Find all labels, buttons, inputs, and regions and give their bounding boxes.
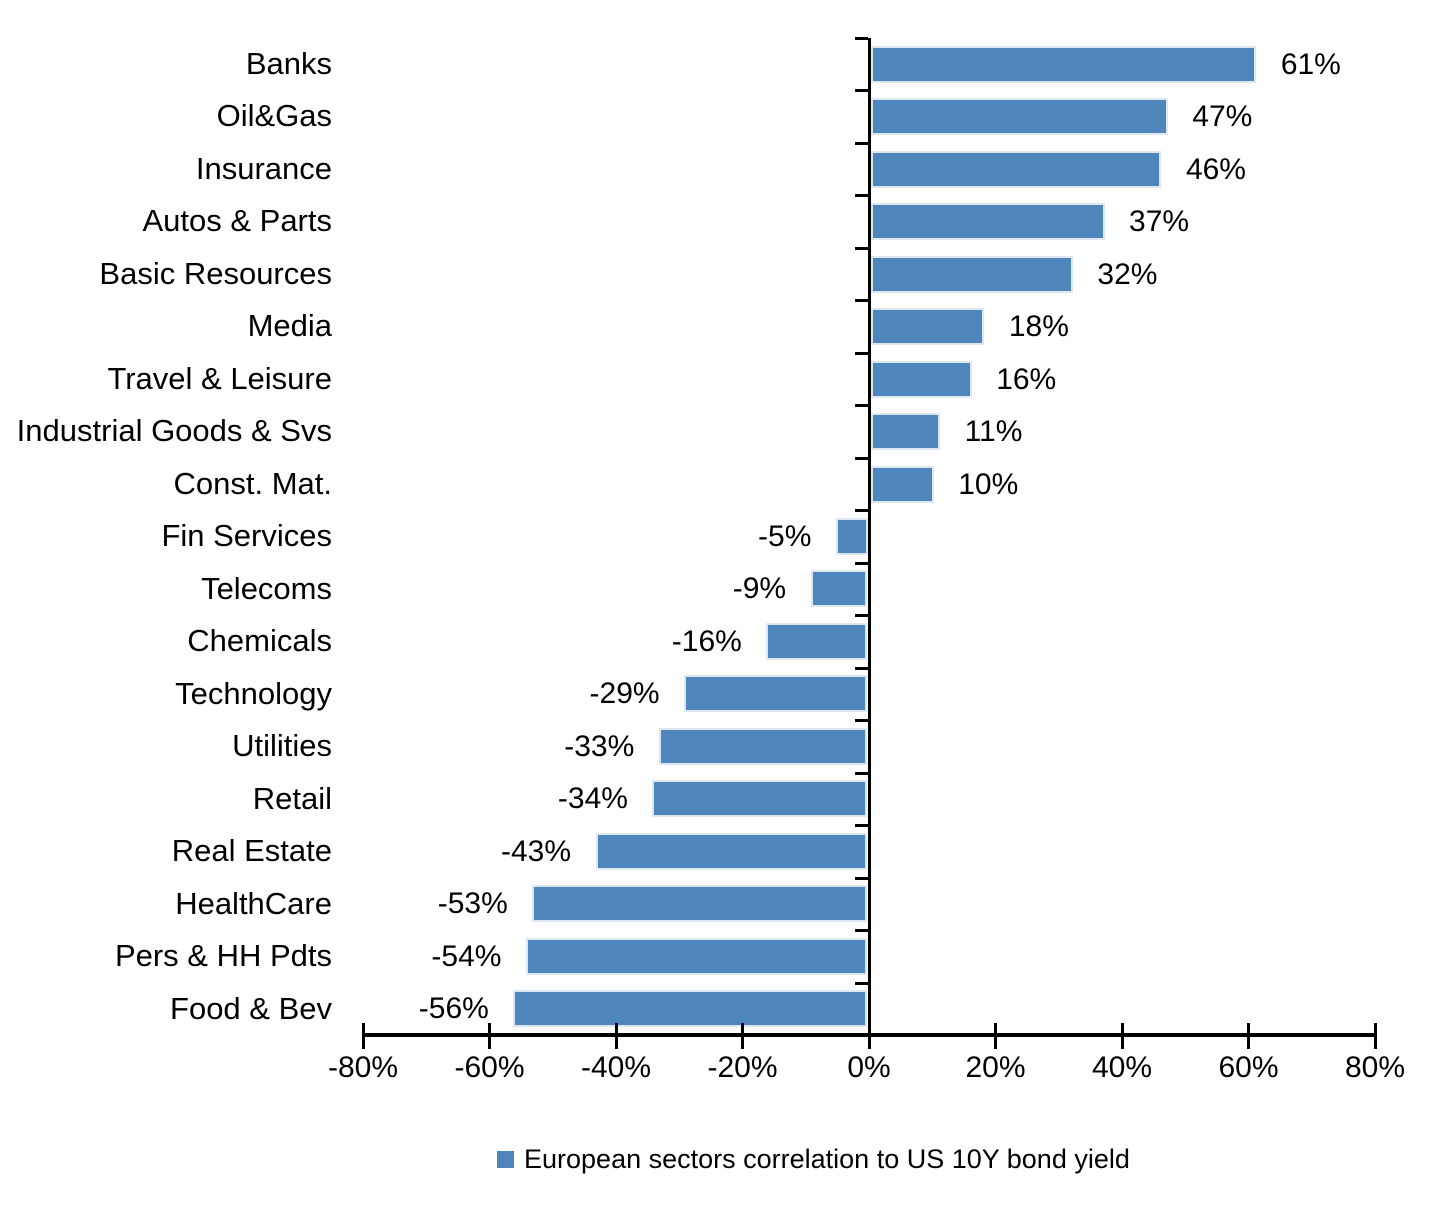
value-label-telecoms: -9% [732,572,787,606]
category-boundary-tick [854,876,868,880]
category-boundary-tick [854,561,868,565]
value-label-food-bev: -56% [418,992,489,1026]
x-tick-80 [1373,1023,1377,1049]
category-label-chemicals: Chemicals [187,623,332,659]
x-axis-line [363,1033,1375,1037]
bar-healthcare [532,885,868,923]
category-label-const-mat: Const. Mat. [173,465,333,501]
value-label-media: 18% [1008,310,1069,344]
category-boundary-tick [854,771,868,775]
value-label-healthcare: -53% [437,887,508,921]
category-label-autos-parts: Autos & Parts [142,203,332,239]
zero-axis-line [867,38,871,1035]
category-boundary-tick [854,141,868,145]
x-tick-label-40: -40% [580,1051,652,1084]
value-label-industrial-goods-svs: 11% [964,415,1023,449]
bar-technology [684,675,868,713]
bar-pers-hh-pdts [525,937,868,975]
value-label-travel-leisure: 16% [996,362,1057,396]
bar-real-estate [595,832,868,870]
bar-chemicals [766,622,868,660]
category-label-basic-resources: Basic Resources [99,255,332,291]
x-tick-label-40: 40% [1091,1051,1153,1084]
bar-utilities [658,727,868,765]
category-boundary-tick [854,456,868,460]
value-label-oil-gas: 47% [1192,100,1253,134]
bar-basic-resources [870,255,1073,293]
value-label-retail: -34% [557,782,628,816]
category-boundary-tick [854,666,868,670]
category-label-oil-gas: Oil&Gas [216,98,332,134]
x-tick-label-20: -20% [707,1051,778,1084]
value-label-autos-parts: 37% [1129,205,1190,239]
category-label-retail: Retail [252,780,332,816]
bar-fin-services [835,518,868,555]
category-label-food-bev: Food & Bev [170,990,332,1026]
category-label-utilities: Utilities [232,728,332,764]
category-label-telecoms: Telecoms [201,570,332,606]
x-tick-label-20: 20% [965,1051,1026,1084]
legend-swatch [497,1151,514,1168]
category-boundary-tick [854,613,868,617]
category-boundary-tick [854,246,868,250]
category-boundary-tick [854,351,868,355]
bar-banks [870,45,1257,83]
value-label-pers-hh-pdts: -54% [431,939,502,973]
value-label-basic-resources: 32% [1097,257,1158,291]
category-label-fin-services: Fin Services [161,518,332,554]
category-label-pers-hh-pdts: Pers & HH Pdts [114,938,332,974]
value-label-utilities: -33% [564,729,635,763]
value-label-technology: -29% [589,677,660,711]
category-boundary-tick [854,298,868,302]
plot-area: 61% 47% 46% 37% 32% 18% 16% 11% 10% -5% -9% -16% -29… [361,36,1377,1049]
category-label-insurance: Insurance [195,150,332,186]
value-label-const-mat: 10% [958,467,1019,501]
value-label-chemicals: -16% [671,624,742,658]
value-label-insurance: 46% [1185,152,1246,186]
category-boundary-tick [854,508,868,512]
bar-oil-gas [870,98,1168,136]
category-boundary-tick [854,193,868,197]
category-boundary-tick [854,36,868,40]
bar-retail [652,780,868,818]
legend-label: European sectors correlation to US 10Y b… [524,1144,1130,1174]
x-tick-label-60: -60% [454,1051,525,1084]
category-label-banks: Banks [245,46,332,81]
category-label-real-estate: Real Estate [171,833,332,869]
bar-industrial-goods-svs [870,413,941,451]
x-tick-label-60: 60% [1218,1051,1279,1084]
legend: European sectors correlation to US 10Y b… [497,1144,1130,1175]
bar-insurance [870,150,1162,188]
bar-telecoms [810,570,868,608]
value-label-real-estate: -43% [500,834,572,868]
category-boundary-tick [854,88,868,92]
category-boundary-tick [854,718,868,722]
x-tick-label-80: -80% [327,1051,399,1084]
x-tick-label-0: 0% [847,1051,891,1084]
category-boundary-tick [854,1033,868,1037]
x-tick-label-80: 80% [1344,1051,1406,1084]
bar-food-bev [513,990,868,1028]
category-label-media: Media [247,308,332,344]
category-boundary-tick [854,823,868,827]
category-boundary-tick [854,403,868,407]
bar-autos-parts [870,203,1105,241]
category-boundary-tick [854,981,868,985]
value-label-banks: 61% [1280,47,1341,81]
bar-media [870,308,985,346]
bar-const-mat [870,465,934,503]
category-label-industrial-goods-svs: Industrial Goods & Svs [16,413,332,449]
bar-travel-leisure [870,360,972,398]
category-label-travel-leisure: Travel & Leisure [107,360,332,396]
category-label-technology: Technology [175,675,332,711]
value-label-fin-services: -5% [758,520,812,553]
category-label-healthcare: HealthCare [175,885,332,921]
category-boundary-tick [854,928,868,932]
